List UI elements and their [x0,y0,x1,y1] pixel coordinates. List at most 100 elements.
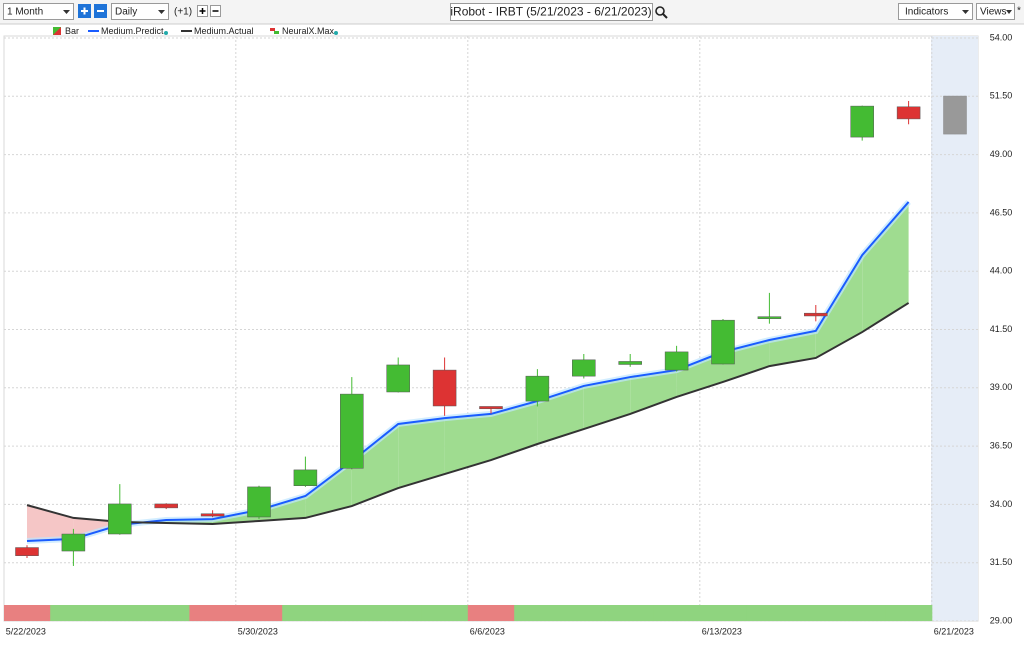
dropdown-arrow [962,10,969,14]
legend-swatch [270,28,275,31]
candle-body [200,513,225,517]
dropdown-arrow [158,10,165,14]
signal-bar [189,605,237,621]
signal-bar [792,605,840,621]
plus-icon [199,8,206,14]
legend-label: Medium.Actual [194,26,254,36]
search-icon[interactable] [655,6,668,19]
spread-area [305,461,352,518]
candle-body [293,469,318,486]
legend-label: NeuralX.Max [282,26,335,36]
y-tick-label: 29.00 [990,615,1013,625]
legend-dot [164,31,168,35]
candle-body [757,316,782,319]
signal-bar [514,605,562,621]
y-tick-label: 44.00 [990,266,1013,276]
dropdown-arrow [1006,10,1012,14]
signal-bar [421,605,469,621]
candle-body [943,95,967,135]
x-tick-label: 5/22/2023 [6,626,46,636]
grid: 29.00 31.50 34.00 36.50 39.00 41.50 44.00 46.50… [4,32,1012,636]
views-star: * [1017,6,1021,17]
legend: Bar Medium.Predict Medium.Actual NeuralX… [53,26,338,36]
legend-label: Bar [65,26,79,36]
dropdown-arrow [63,10,70,14]
legend-swatch [274,31,279,34]
x-tick-label: 6/6/2023 [470,626,505,636]
candle-body [247,486,271,518]
candle-body [386,364,410,393]
candle-body [896,106,921,120]
candle-body [432,369,457,407]
candle-body [711,319,735,365]
spread-area [491,401,538,461]
indicators-select[interactable] [898,3,973,20]
signal-bar [607,605,654,621]
spread-area [583,377,631,430]
signal-bar [143,605,190,621]
signal-bar [282,605,330,621]
spread-area [815,255,863,358]
candle-body [850,105,874,138]
y-tick-label: 34.00 [990,499,1013,509]
series-line [26,201,910,543]
x-tick-label: 6/21/2023 [934,626,974,636]
spread-area [444,413,491,475]
plus-icon [81,7,88,15]
interval-select[interactable] [111,3,169,20]
signal-bar [653,605,701,621]
spread-area [27,505,74,542]
period-select[interactable] [3,3,74,20]
views-select[interactable] [976,3,1015,20]
title-box[interactable] [450,3,653,21]
interval-text: Daily [115,7,137,18]
series-line [26,302,910,525]
y-tick-label: 46.50 [990,207,1013,217]
spread-area [630,370,677,414]
signal-bar [699,605,747,621]
candle-body [479,406,503,410]
signal-bar [50,605,98,621]
legend-swatch [53,27,61,35]
x-tick-label: 6/13/2023 [702,626,742,636]
candle-body [804,312,828,317]
views-text: Views [980,7,1007,18]
signal-bar [328,605,376,621]
offset-text: (+1) [174,7,192,18]
legend-dot [334,31,338,35]
legend-label: Medium.Predict [101,26,164,36]
y-tick-label: 39.00 [990,382,1013,392]
candle-body [618,361,642,365]
y-tick-label: 51.50 [990,91,1013,101]
y-tick-label: 31.50 [990,557,1013,567]
candle-body [664,351,689,371]
signal-bar [4,605,51,621]
y-tick-label: 49.00 [990,149,1013,159]
candle-body [340,393,364,469]
signal-bar [96,605,144,621]
y-tick-label: 54.00 [990,32,1013,42]
indicators-text: Indicators [905,7,948,18]
signal-bar [839,605,886,621]
y-tick-label: 41.50 [990,324,1013,334]
spread-area [862,201,909,333]
plot [4,95,967,621]
candle-body [15,547,39,556]
signal-bar [560,605,608,621]
chart-title: iRobot - IRBT (5/21/2023 - 6/21/2023) [450,5,651,19]
candle-body [108,503,132,535]
x-tick-label: 5/30/2023 [238,626,278,636]
signal-bar [235,605,283,621]
signal-bar [467,605,515,621]
signal-bar [885,605,933,621]
candle-body [154,503,178,509]
candle-body [61,533,86,552]
signal-bar [375,605,422,621]
y-tick-label: 36.50 [990,440,1013,450]
spread-area [398,418,445,489]
period-text: 1 Month [7,7,43,18]
candle-body [525,375,550,402]
spread-area [351,423,399,507]
